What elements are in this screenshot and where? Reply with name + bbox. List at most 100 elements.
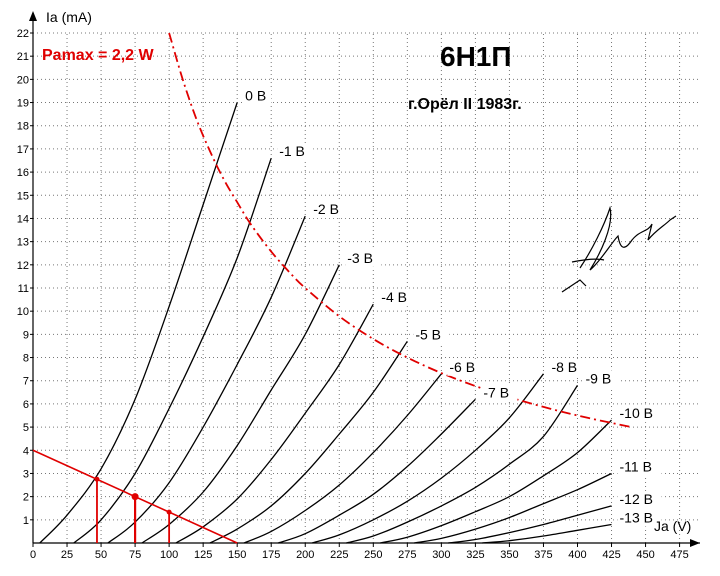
y-tick-label: 20	[17, 74, 29, 86]
curve-label: -6 В	[449, 359, 475, 375]
curve-series-0	[39, 102, 238, 544]
curve-label-bg	[243, 87, 272, 105]
operating-point	[131, 493, 139, 501]
curve-series-6	[243, 373, 442, 544]
x-tick-label: 250	[364, 549, 382, 561]
curve-label: -3 В	[347, 250, 373, 266]
curve-labels: 0 В -1 В -2 В -3 В -4 В -5 В -6 В -7 В -8 В -9 В -…	[243, 87, 662, 527]
y-tick-label: 2	[23, 492, 29, 504]
y-tick-label: 13	[17, 237, 29, 249]
signature-mark	[561, 205, 677, 293]
y-tick-label: 4	[23, 445, 29, 457]
y-tick-label: 22	[17, 28, 29, 40]
y-tick-label: 11	[18, 283, 29, 295]
curve-label-bg	[447, 358, 484, 376]
curve-label: -12 В	[620, 491, 653, 507]
curve-label: 0 В	[245, 88, 266, 104]
y-tick-label: 16	[17, 167, 29, 179]
y-tick-label: 7	[23, 376, 29, 388]
curve-series-5	[209, 340, 408, 544]
curve-label: -2 В	[313, 201, 339, 217]
y-tick-label: 8	[23, 353, 29, 365]
y-tick-label: 10	[17, 306, 29, 318]
y-tick-label: 19	[17, 98, 29, 110]
x-tick-label: 0	[30, 549, 36, 561]
y-tick-label: 3	[23, 468, 29, 480]
x-tick-label: 475	[670, 549, 688, 561]
curve-label-bg	[617, 509, 662, 527]
manufacturer-subtitle: г.Орёл II 1983г.	[408, 96, 522, 113]
x-tick-label: 450	[636, 549, 654, 561]
curve-series-12	[448, 505, 612, 544]
curve-label: -8 В	[551, 359, 577, 375]
x-tick-label: 150	[228, 549, 246, 561]
x-tick-label: 100	[160, 549, 178, 561]
pamax-curve-group	[168, 32, 633, 428]
y-tick-label: 1	[23, 515, 29, 527]
y-axis-title: Ia (mA)	[46, 9, 92, 25]
x-tick-label: 325	[466, 549, 484, 561]
x-tick-label: 225	[330, 549, 348, 561]
curve-series-11	[413, 472, 612, 544]
y-tick-label: 12	[17, 260, 29, 272]
y-tick-label: 15	[17, 190, 29, 202]
curve-label-bg	[617, 458, 662, 476]
curve-label: -5 В	[415, 326, 441, 342]
curve-label-bg	[583, 370, 620, 388]
x-tick-label: 375	[534, 549, 552, 561]
x-tick-label: 50	[95, 549, 107, 561]
axes	[29, 11, 700, 547]
curve-label: -13 В	[620, 509, 653, 525]
y-tick-label: 21	[17, 51, 29, 63]
curve-label-bg	[277, 143, 314, 161]
load-line-group	[32, 449, 238, 544]
curve-label-bg	[345, 249, 382, 267]
x-axis-title: Ja (V)	[654, 518, 691, 534]
y-tick-label: 18	[17, 121, 29, 133]
tube-title: 6Н1П	[440, 41, 512, 72]
x-tick-label: 200	[296, 549, 314, 561]
grid	[33, 32, 698, 543]
curve-series-8	[311, 373, 545, 544]
curve-series-7	[277, 398, 476, 544]
curve-label: -7 В	[483, 384, 509, 400]
x-tick-label: 300	[432, 549, 450, 561]
x-tick-label: 125	[194, 549, 212, 561]
curve-label-bg	[379, 289, 416, 307]
curve-series-10	[379, 419, 612, 544]
curve-label-bg	[549, 358, 586, 376]
x-tick-label: 175	[262, 549, 280, 561]
curve-label: -1 В	[279, 143, 305, 159]
curve-series-13	[482, 523, 612, 544]
curve-label: -9 В	[585, 370, 611, 386]
curve-label-bg	[311, 201, 348, 219]
operating-point	[94, 476, 100, 482]
y-tick-label: 17	[17, 144, 29, 156]
pamax-annotation: Pamax = 2,2 W	[42, 47, 155, 64]
x-tick-label: 75	[129, 549, 141, 561]
curve-label-bg	[617, 405, 662, 423]
curve-series-9	[345, 385, 579, 544]
x-tick-label: 275	[398, 549, 416, 561]
x-tick-label: 400	[568, 549, 586, 561]
operating-point	[166, 509, 172, 515]
curve-label: -4 В	[381, 289, 407, 305]
y-tick-label: 6	[23, 399, 29, 411]
x-tick-label: 25	[61, 549, 73, 561]
curve-series-1	[73, 157, 272, 544]
x-axis-arrow	[690, 539, 700, 547]
x-tick-label: 350	[500, 549, 518, 561]
grid-voltage-curves	[39, 102, 612, 544]
y-tick-label: 5	[23, 422, 29, 434]
x-tick-label: 425	[602, 549, 620, 561]
pamax-curve	[168, 32, 633, 428]
y-tick-label: 9	[23, 329, 29, 341]
x-tick-labels: 0 25 50 75 100 125 150 175 200 225 250 275 300 325 350…	[30, 549, 689, 561]
curve-label-bg	[617, 490, 662, 508]
curve-label-bg	[481, 384, 518, 402]
y-axis-arrow	[29, 11, 37, 21]
curve-label-bg	[413, 326, 450, 344]
curve-label: -10 В	[620, 405, 653, 421]
